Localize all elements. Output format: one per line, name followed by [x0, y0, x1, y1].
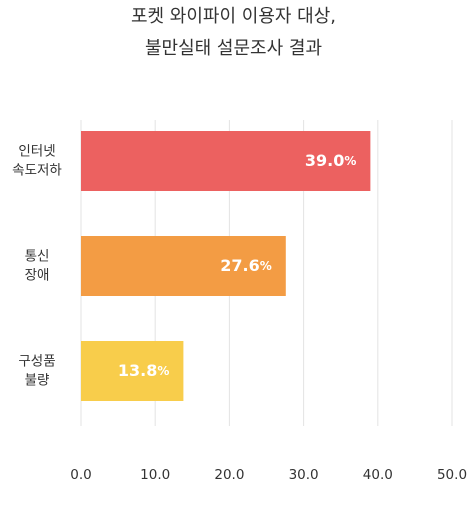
x-tick-label-5: 50.0	[437, 467, 467, 483]
chart-title-line-1: 포켓 와이파이 이용자 대상,	[131, 6, 336, 27]
chart-title: 포켓 와이파이 이용자 대상, 불만실태 설문조사 결과	[131, 6, 336, 59]
bar-2	[81, 236, 286, 296]
x-tick-label-3: 30.0	[289, 467, 319, 483]
bar-value-unit-3: %	[157, 364, 169, 378]
chart-title-line-2: 불만실태 설문조사 결과	[145, 38, 322, 59]
category-label-1-line-2: 속도저하	[12, 163, 62, 179]
x-tick-label-4: 40.0	[363, 467, 393, 483]
category-label-2-line-1: 통신	[25, 249, 50, 265]
category-label-1-line-1: 인터넷	[18, 144, 55, 160]
bar-value-label-2: 27.6%	[220, 256, 272, 275]
bar-value-number-2: 27.6	[220, 256, 259, 275]
bar-1	[81, 131, 371, 191]
x-tick-label-1: 10.0	[140, 467, 170, 483]
bar-value-number-1: 39.0	[305, 151, 344, 170]
bar-value-unit-1: %	[344, 154, 356, 168]
x-tick-label-2: 20.0	[214, 467, 244, 483]
bar-value-number-3: 13.8	[118, 361, 157, 380]
category-label-3-line-2: 불량	[25, 373, 50, 389]
bars: 39.0%27.6%13.8%	[81, 131, 371, 401]
category-label-3-line-1: 구성품	[18, 354, 55, 370]
bar-value-label-1: 39.0%	[305, 151, 357, 170]
bar-3	[81, 341, 184, 401]
category-label-2-line-2: 장애	[25, 268, 50, 284]
x-tick-label-0: 0.0	[70, 467, 91, 483]
x-axis-ticks: 0.0 10.0 20.0 30.0 40.0 50.0	[70, 467, 467, 483]
bar-value-label-3: 13.8%	[118, 361, 170, 380]
bar-value-unit-2: %	[260, 259, 272, 273]
